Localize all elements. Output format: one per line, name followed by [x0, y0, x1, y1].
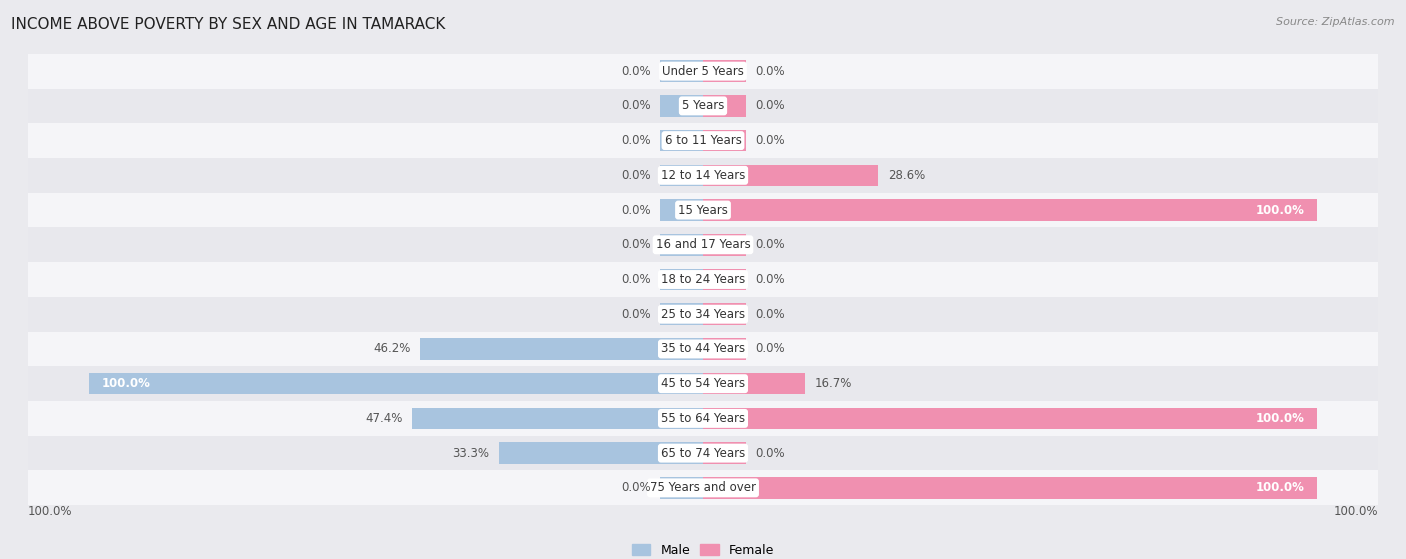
Text: 0.0%: 0.0%: [621, 273, 651, 286]
Text: 0.0%: 0.0%: [621, 307, 651, 321]
Bar: [703, 60, 747, 82]
Bar: [703, 373, 806, 395]
Bar: [0, 158, 1406, 193]
Text: 0.0%: 0.0%: [621, 481, 651, 494]
Text: 25 to 34 Years: 25 to 34 Years: [661, 307, 745, 321]
Text: 0.0%: 0.0%: [621, 65, 651, 78]
Text: 16.7%: 16.7%: [814, 377, 852, 390]
Text: 0.0%: 0.0%: [755, 447, 785, 459]
Text: 0.0%: 0.0%: [621, 238, 651, 252]
Bar: [703, 269, 747, 290]
Bar: [0, 228, 1406, 262]
Bar: [0, 123, 1406, 158]
Bar: [659, 130, 703, 151]
Text: 0.0%: 0.0%: [755, 134, 785, 147]
Bar: [412, 408, 703, 429]
Bar: [0, 88, 1406, 123]
Text: 0.0%: 0.0%: [621, 169, 651, 182]
Bar: [0, 401, 1406, 436]
Bar: [659, 234, 703, 255]
Bar: [703, 304, 747, 325]
Text: 100.0%: 100.0%: [1256, 412, 1305, 425]
Text: 47.4%: 47.4%: [366, 412, 404, 425]
Text: 46.2%: 46.2%: [373, 343, 411, 356]
Text: Source: ZipAtlas.com: Source: ZipAtlas.com: [1277, 17, 1395, 27]
Bar: [0, 193, 1406, 228]
Legend: Male, Female: Male, Female: [627, 539, 779, 559]
Text: 0.0%: 0.0%: [755, 100, 785, 112]
Bar: [703, 234, 747, 255]
Bar: [0, 297, 1406, 331]
Bar: [703, 95, 747, 117]
Text: 75 Years and over: 75 Years and over: [650, 481, 756, 494]
Text: 0.0%: 0.0%: [621, 134, 651, 147]
Bar: [0, 471, 1406, 505]
Bar: [0, 54, 1406, 88]
Bar: [499, 442, 703, 464]
Bar: [659, 164, 703, 186]
Bar: [703, 477, 1316, 499]
Text: 65 to 74 Years: 65 to 74 Years: [661, 447, 745, 459]
Bar: [659, 60, 703, 82]
Bar: [659, 477, 703, 499]
Bar: [0, 366, 1406, 401]
Text: 15 Years: 15 Years: [678, 203, 728, 216]
Bar: [659, 200, 703, 221]
Bar: [659, 304, 703, 325]
Text: 0.0%: 0.0%: [755, 273, 785, 286]
Text: 55 to 64 Years: 55 to 64 Years: [661, 412, 745, 425]
Bar: [0, 262, 1406, 297]
Text: 100.0%: 100.0%: [1256, 481, 1305, 494]
Text: 0.0%: 0.0%: [755, 238, 785, 252]
Bar: [703, 442, 747, 464]
Bar: [0, 436, 1406, 471]
Bar: [659, 269, 703, 290]
Text: 12 to 14 Years: 12 to 14 Years: [661, 169, 745, 182]
Text: 100.0%: 100.0%: [1333, 505, 1378, 518]
Text: 0.0%: 0.0%: [755, 65, 785, 78]
Text: 0.0%: 0.0%: [621, 203, 651, 216]
Bar: [703, 130, 747, 151]
Bar: [419, 338, 703, 360]
Text: 0.0%: 0.0%: [755, 307, 785, 321]
Bar: [0, 331, 1406, 366]
Bar: [703, 164, 879, 186]
Bar: [90, 373, 703, 395]
Text: 33.3%: 33.3%: [453, 447, 489, 459]
Text: 28.6%: 28.6%: [887, 169, 925, 182]
Text: INCOME ABOVE POVERTY BY SEX AND AGE IN TAMARACK: INCOME ABOVE POVERTY BY SEX AND AGE IN T…: [11, 17, 446, 32]
Text: 100.0%: 100.0%: [101, 377, 150, 390]
Text: 5 Years: 5 Years: [682, 100, 724, 112]
Text: 0.0%: 0.0%: [621, 100, 651, 112]
Text: 6 to 11 Years: 6 to 11 Years: [665, 134, 741, 147]
Text: 18 to 24 Years: 18 to 24 Years: [661, 273, 745, 286]
Text: Under 5 Years: Under 5 Years: [662, 65, 744, 78]
Text: 100.0%: 100.0%: [28, 505, 73, 518]
Bar: [703, 200, 1316, 221]
Bar: [703, 408, 1316, 429]
Text: 0.0%: 0.0%: [755, 343, 785, 356]
Bar: [659, 95, 703, 117]
Text: 45 to 54 Years: 45 to 54 Years: [661, 377, 745, 390]
Text: 35 to 44 Years: 35 to 44 Years: [661, 343, 745, 356]
Bar: [703, 338, 747, 360]
Text: 16 and 17 Years: 16 and 17 Years: [655, 238, 751, 252]
Text: 100.0%: 100.0%: [1256, 203, 1305, 216]
